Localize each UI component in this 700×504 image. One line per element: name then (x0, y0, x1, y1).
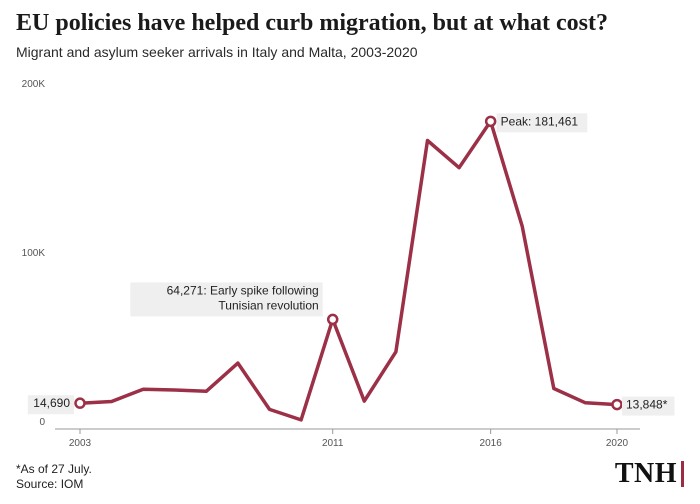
annotation-marker (611, 398, 623, 411)
x-tick-label: 2020 (606, 438, 629, 449)
annotation-label: 14,690 (33, 396, 70, 410)
y-tick-label: 0 (39, 417, 45, 428)
footnote-note: *As of 27 July. (16, 462, 92, 476)
annotation-label: 13,848* (626, 398, 668, 412)
y-tick-label: 100K (22, 248, 46, 259)
chart-title: EU policies have helped curb migration, … (16, 10, 609, 36)
x-tick-label: 2016 (480, 438, 503, 449)
annotation-marker (74, 397, 86, 409)
annotation-marker (484, 115, 497, 128)
series-line-arrivals (78, 119, 619, 422)
x-tick-label: 2003 (69, 438, 92, 449)
annotation-label: Peak: 181,461 (501, 114, 579, 128)
annotation-label: 64,271: Early spike following (167, 283, 319, 297)
annotation-label-bg (130, 282, 323, 317)
annotation-label-bg (622, 396, 675, 416)
source-note: Source: IOM (16, 477, 84, 491)
y-tick-label: 200K (22, 79, 46, 90)
annotation-label-bg (27, 395, 74, 415)
logo-text: TNH (614, 458, 677, 489)
annotation-marker (326, 313, 339, 326)
publisher-logo: TNH (615, 458, 684, 490)
logo-accent-bar (681, 461, 684, 487)
annotation-label-bg (496, 113, 588, 133)
footnote-block: *As of 27 July. Source: IOM (16, 462, 92, 492)
annotation-label: Tunisian revolution (218, 298, 318, 312)
x-tick-label: 2011 (322, 438, 344, 449)
chart-subtitle: Migrant and asylum seeker arrivals in It… (16, 44, 418, 60)
